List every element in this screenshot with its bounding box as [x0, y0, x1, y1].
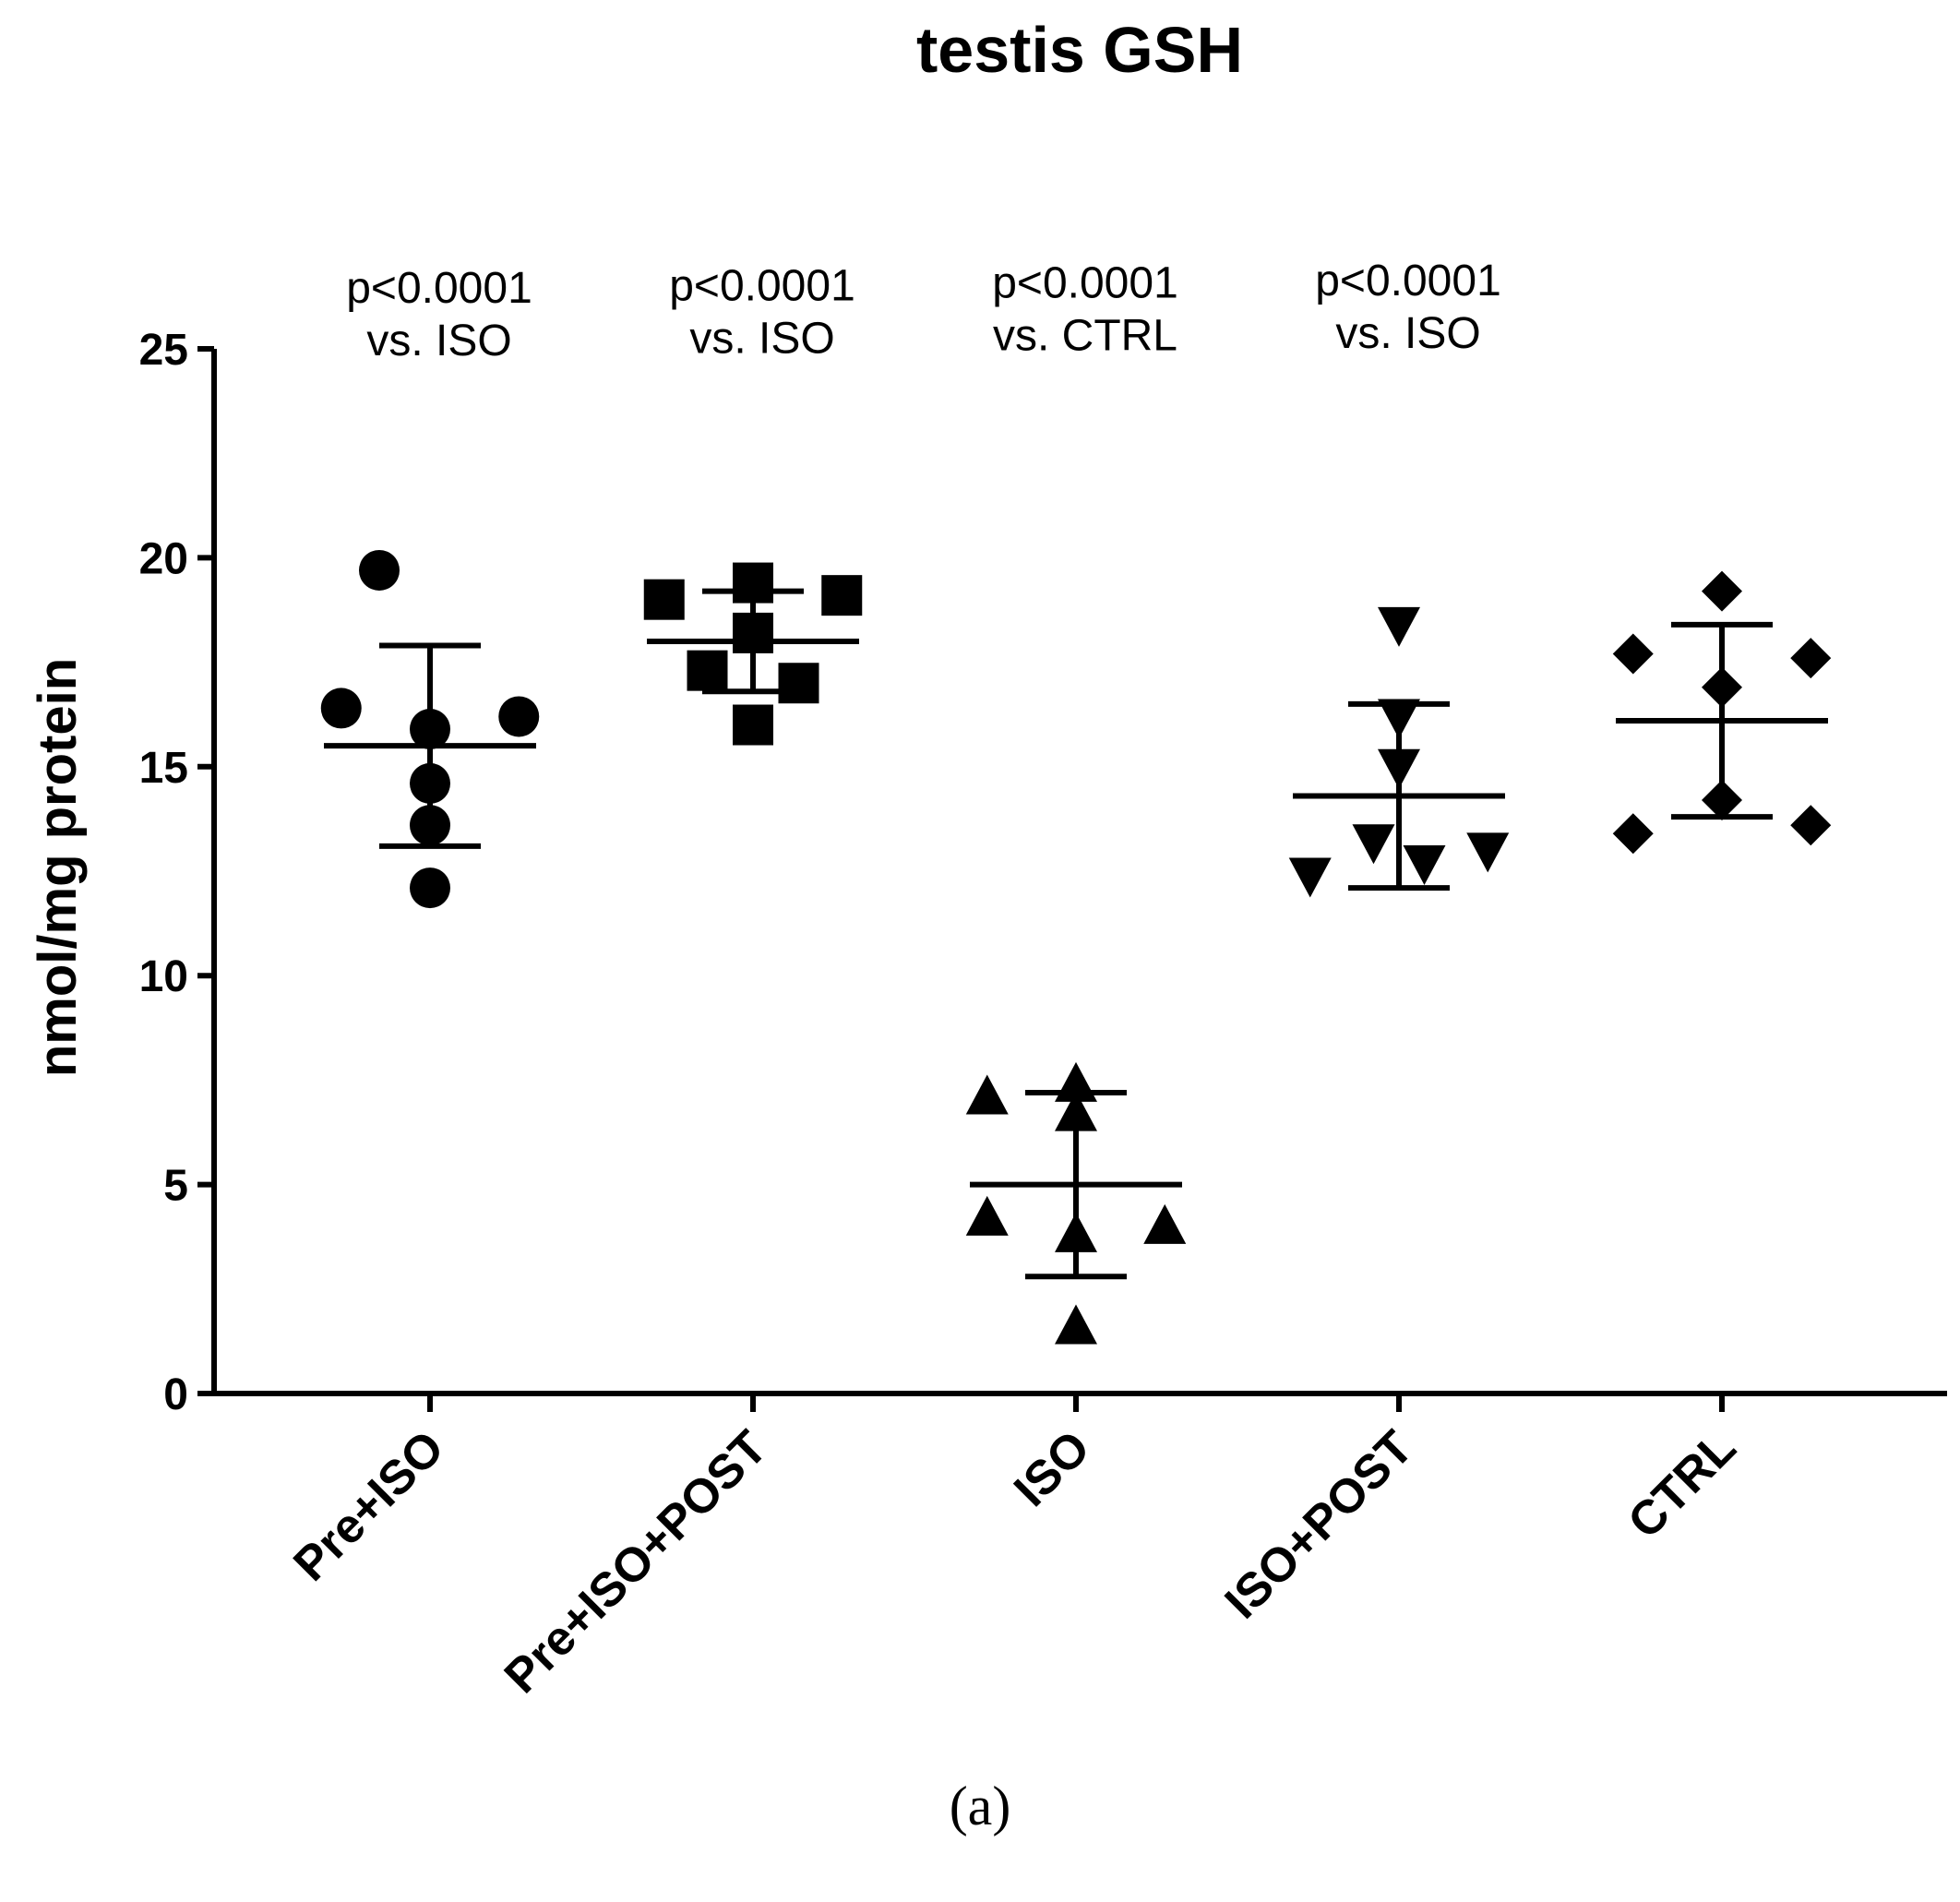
annotation-p-value: p<0.0001 — [669, 261, 855, 310]
data-point — [1352, 824, 1395, 865]
y-tick-label: 10 — [139, 952, 188, 1001]
data-point — [733, 704, 773, 746]
data-point — [1288, 857, 1332, 898]
series-pre-iso — [320, 549, 540, 909]
data-point — [1790, 805, 1832, 846]
data-point — [410, 867, 450, 909]
x-tick-label: CTRL — [1618, 1420, 1746, 1549]
x-tick-label: ISO+POST — [1215, 1420, 1424, 1629]
y-axis-label: nmol/mg protein — [28, 658, 88, 1077]
x-tick-label: Pre+ISO+POST — [495, 1420, 778, 1704]
data-point — [965, 1074, 1009, 1115]
series-pre-iso-post — [643, 562, 863, 746]
y-tick-label: 15 — [139, 744, 188, 793]
y-tick-label: 0 — [163, 1370, 188, 1419]
data-point — [1790, 638, 1832, 679]
series-ctrl — [1612, 570, 1832, 855]
data-point — [1702, 570, 1742, 612]
series-iso — [965, 1061, 1187, 1345]
annotation-comparison: vs. ISO — [366, 317, 511, 365]
data-point — [1612, 633, 1654, 675]
annotation-p-value: p<0.0001 — [346, 264, 532, 313]
x-tick-label: Pre+ISO — [283, 1420, 454, 1591]
data-point — [1055, 1304, 1097, 1345]
data-point — [320, 688, 362, 729]
data-point — [778, 663, 819, 704]
data-marks — [320, 549, 1832, 1345]
data-point — [1466, 832, 1510, 873]
x-tick-label: ISO — [1004, 1420, 1100, 1516]
axes: 0 5 10 15 20 25 — [139, 326, 1947, 1419]
annotation-p-value: p<0.0001 — [1315, 257, 1501, 305]
data-point — [359, 549, 400, 591]
figure-caption: (a) — [950, 1776, 1011, 1836]
data-point — [1143, 1203, 1187, 1244]
annotation-comparison: vs. ISO — [1335, 309, 1480, 358]
data-point — [821, 575, 863, 616]
x-tick-labels: Pre+ISO Pre+ISO+POST ISO ISO+POST CTRL — [283, 1420, 1746, 1704]
y-tick-label: 5 — [163, 1162, 188, 1211]
annotation-comparison: vs. CTRL — [993, 312, 1177, 361]
data-point — [1378, 606, 1420, 647]
data-point — [1612, 813, 1654, 855]
y-tick-label: 20 — [139, 534, 188, 583]
annotation-p-value: p<0.0001 — [992, 259, 1178, 308]
chart-title: testis GSH — [916, 14, 1243, 86]
annotation-comparison: vs. ISO — [689, 314, 834, 363]
series-iso-post — [1288, 606, 1510, 898]
data-point — [643, 579, 685, 620]
y-tick-label: 25 — [139, 326, 188, 375]
data-point — [965, 1195, 1009, 1236]
data-point — [687, 650, 728, 691]
data-point — [1403, 844, 1446, 885]
data-point — [498, 696, 540, 737]
